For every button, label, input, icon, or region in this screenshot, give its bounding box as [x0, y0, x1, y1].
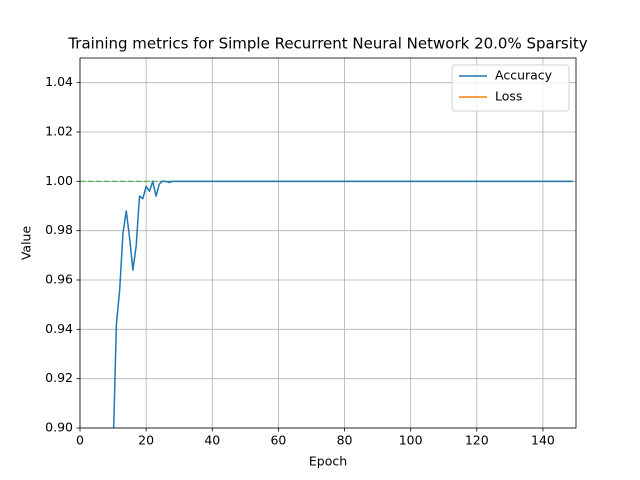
y-tick-label: 0.98 [45, 222, 73, 237]
y-tick-label: 0.92 [45, 370, 73, 385]
y-tick-label: 0.90 [45, 420, 73, 435]
x-tick-label: 100 [399, 433, 423, 448]
y-tick-label: 0.96 [45, 272, 73, 287]
legend-label: Accuracy [495, 68, 553, 83]
x-tick-label: 80 [337, 433, 353, 448]
x-tick-label: 0 [76, 433, 84, 448]
x-tick-label: 20 [138, 433, 154, 448]
chart-title: Training metrics for Simple Recurrent Ne… [67, 35, 587, 53]
y-axis-label: Value [19, 226, 34, 261]
legend-label: Loss [495, 89, 522, 104]
y-tick-label: 0.94 [45, 321, 73, 336]
x-tick-label: 140 [531, 433, 555, 448]
series-line [112, 180, 573, 428]
plot-area [80, 180, 576, 428]
y-tick-label: 1.02 [45, 124, 73, 139]
x-tick-label: 120 [465, 433, 489, 448]
x-tick-label: 60 [270, 433, 286, 448]
axes-frame [79, 57, 577, 429]
x-axis-label: Epoch [309, 454, 347, 469]
y-tick-label: 1.04 [45, 74, 73, 89]
y-tick-label: 1.00 [45, 173, 73, 188]
x-tick-label: 40 [204, 433, 220, 448]
